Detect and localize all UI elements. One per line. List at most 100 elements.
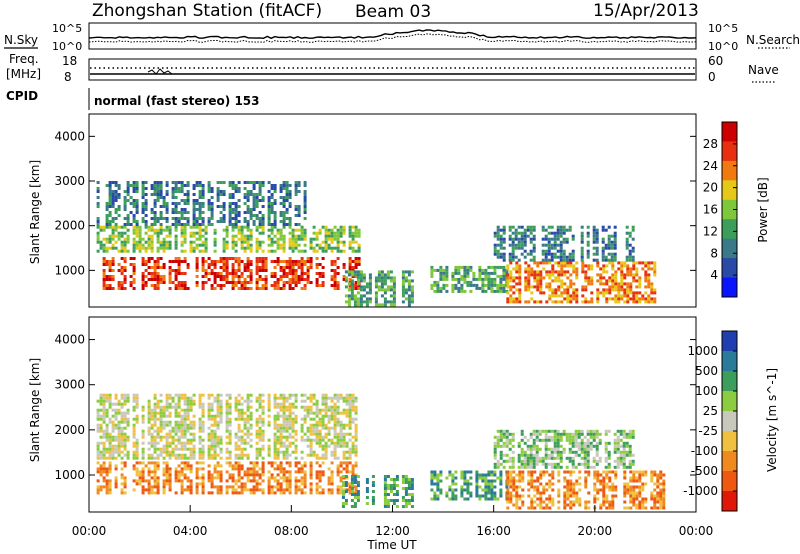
power-echo-cell [362, 273, 366, 277]
velocity-echo-cell [602, 470, 606, 474]
velocity-echo-cell [168, 453, 172, 457]
power-echo-cell [126, 184, 130, 187]
velocity-echo-cell [273, 426, 277, 430]
power-echo-cell [312, 237, 316, 241]
velocity-echo-cell [258, 438, 262, 442]
power-echo-cell [548, 285, 552, 289]
velocity-echo-cell [150, 408, 154, 412]
power-echo-cell [180, 228, 184, 232]
velocity-echo-cell [656, 500, 660, 504]
velocity-echo-cell [336, 464, 340, 468]
velocity-echo-cell [120, 476, 124, 480]
velocity-echo-cell [653, 494, 657, 498]
power-echo-cell [569, 294, 573, 298]
power-echo-cell [324, 231, 328, 235]
power-echo-cell [123, 269, 127, 272]
velocity-echo-cell [156, 479, 160, 483]
power-echo-cell [177, 257, 181, 260]
power-echo-cell [342, 240, 346, 244]
power-echo-cell [508, 228, 512, 232]
power-echo-cell [580, 246, 584, 250]
power-echo-cell [225, 240, 229, 244]
power-echo-cell [192, 202, 196, 205]
power-echo-cell [162, 228, 166, 232]
power-echo-cell [252, 208, 256, 211]
power-echo-cell [647, 279, 651, 283]
power-echo-cell [120, 249, 124, 253]
velocity-echo-cell [509, 494, 513, 498]
velocity-echo-cell [599, 473, 603, 477]
power-echo-cell [174, 243, 178, 247]
velocity-echo-cell [180, 470, 184, 474]
power-echo-cell [407, 270, 411, 274]
power-echo-cell [192, 246, 196, 250]
velocity-echo-cell [201, 467, 205, 471]
power-ytick-label: 1000 [54, 263, 85, 277]
velocity-echo-cell [587, 500, 591, 504]
velocity-echo-cell [192, 456, 196, 460]
velocity-echo-cell [336, 467, 340, 471]
velocity-echo-cell [267, 414, 271, 418]
power-echo-cell [195, 269, 199, 272]
velocity-echo-cell [240, 441, 244, 445]
velocity-echo-cell [593, 476, 597, 480]
velocity-echo-cell [96, 485, 100, 489]
velocity-echo-cell [102, 405, 106, 409]
power-echo-cell [231, 243, 235, 247]
power-echo-cell [213, 272, 217, 275]
power-echo-cell [625, 243, 629, 247]
power-echo-cell [228, 205, 232, 208]
velocity-echo-cell [535, 444, 539, 448]
power-echo-cell [141, 196, 145, 199]
power-echo-cell [559, 225, 563, 229]
velocity-echo-cell [354, 450, 358, 454]
power-echo-cell [291, 246, 295, 250]
power-echo-cell [288, 278, 292, 281]
power-echo-cell [237, 225, 241, 229]
velocity-echo-cell [345, 411, 349, 415]
power-echo-cell [132, 240, 136, 244]
velocity-echo-cell [219, 470, 223, 474]
velocity-echo-cell [132, 479, 136, 483]
power-echo-cell [512, 291, 516, 295]
velocity-echo-cell [330, 473, 334, 477]
power-echo-cell [180, 249, 184, 253]
power-echo-cell [339, 225, 343, 229]
velocity-echo-cell [249, 399, 253, 403]
velocity-echo-cell [333, 420, 337, 424]
power-echo-cell [276, 243, 280, 247]
velocity-echo-cell [341, 481, 345, 484]
velocity-echo-cell [635, 494, 639, 498]
velocity-echo-cell [252, 476, 256, 480]
velocity-echo-cell [327, 426, 331, 430]
power-echo-cell [108, 240, 112, 244]
power-echo-cell [147, 257, 151, 260]
velocity-echo-cell [195, 482, 199, 486]
power-echo-cell [354, 234, 358, 238]
power-echo-cell [502, 225, 506, 229]
power-echo-cell [198, 202, 202, 205]
velocity-echo-cell [201, 402, 205, 406]
power-echo-cell [114, 196, 118, 199]
velocity-echo-cell [216, 411, 220, 415]
velocity-echo-cell [285, 450, 289, 454]
velocity-echo-cell [551, 497, 555, 501]
velocity-echo-cell [623, 476, 627, 480]
power-echo-cell [484, 274, 488, 278]
velocity-echo-cell [198, 447, 202, 451]
velocity-echo-cell [153, 491, 157, 495]
power-echo-cell [568, 228, 572, 232]
power-echo-cell [354, 275, 358, 278]
velocity-echo-cell [563, 470, 567, 474]
velocity-echo-cell [285, 423, 289, 427]
power-echo-cell [138, 231, 142, 235]
power-echo-cell [354, 284, 358, 287]
velocity-echo-cell [433, 491, 437, 495]
power-echo-cell [300, 225, 304, 229]
power-echo-cell [596, 279, 600, 283]
velocity-echo-cell [502, 441, 506, 445]
velocity-echo-cell [439, 473, 443, 477]
velocity-echo-cell [339, 470, 343, 474]
velocity-echo-cell [518, 485, 522, 489]
velocity-echo-cell [339, 491, 343, 495]
